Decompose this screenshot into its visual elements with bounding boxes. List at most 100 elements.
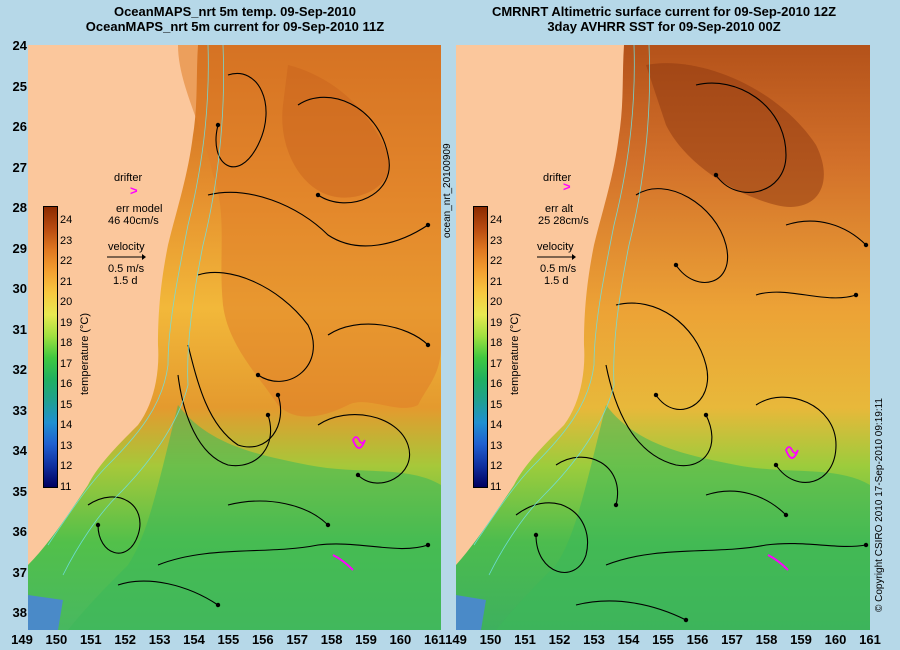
right-lon-tick-label: 158 (755, 632, 778, 647)
right-colorbar (473, 206, 488, 488)
left-drifter-label: drifter (114, 172, 143, 184)
left-map-svg (28, 45, 441, 630)
left-lon-tick-label: 156 (251, 632, 274, 647)
right-lon-tick-label: 161 (859, 632, 881, 647)
colorbar-tick-label: 23 (60, 234, 73, 247)
left-panel-title: OceanMAPS_nrt 5m temp. 09-Sep-2010 Ocean… (30, 4, 440, 34)
lat-tick-label: 24 (12, 38, 27, 53)
right-lon-tick-label: 152 (548, 632, 571, 647)
colorbar-tick-label: 19 (60, 316, 73, 329)
colorbar-tick-label: 21 (490, 275, 503, 288)
right-map-svg (456, 45, 870, 630)
colorbar-tick-label: 13 (60, 439, 73, 452)
left-map-panel (28, 45, 441, 630)
left-lon-tick-label: 149 (11, 632, 33, 647)
lat-tick-label: 26 (12, 119, 27, 134)
lat-tick-label: 31 (12, 321, 27, 337)
right-map-panel (456, 45, 870, 630)
colorbar-tick-label: 13 (490, 439, 503, 452)
lat-tick-label: 29 (12, 240, 27, 256)
colorbar-tick-label: 23 (490, 234, 503, 247)
right-velocity-arrow-icon (537, 254, 576, 260)
left-title-line2: OceanMAPS_nrt 5m current for 09-Sep-2010… (85, 19, 385, 34)
right-velocity-label: velocity (537, 241, 574, 253)
colorbar-tick-label: 15 (60, 398, 73, 411)
right-drifter-symbol: > (563, 179, 571, 194)
colorbar-tick-label: 17 (60, 357, 73, 370)
right-err-label: err alt (545, 203, 574, 215)
left-lon-tick-label: 150 (45, 632, 68, 647)
right-lon-tick-label: 150 (479, 632, 502, 647)
right-velocity-time: 1.5 d (544, 275, 569, 287)
left-lon-tick-label: 151 (79, 632, 102, 647)
left-title-line1: OceanMAPS_nrt 5m temp. 09-Sep-2010 (113, 4, 357, 19)
colorbar-tick-label: 11 (60, 480, 72, 493)
left-velocity-label: velocity (108, 241, 145, 253)
lat-tick-label: 27 (12, 159, 27, 175)
left-velocity-arrow-icon (107, 254, 146, 260)
land-mass (28, 45, 198, 565)
right-lon-tick-label: 160 (824, 632, 847, 647)
warm-eddy-north (646, 63, 824, 207)
colorbar-tick-label: 22 (60, 255, 73, 267)
left-err-value: 46 40cm/s (108, 215, 159, 227)
right-title-line2: 3day AVHRR SST for 09-Sep-2010 00Z (547, 19, 781, 34)
drifter-track-1 (352, 436, 366, 449)
land-mass (456, 45, 624, 565)
right-lon-tick-label: 149 (445, 632, 467, 647)
colorbar-tick-label: 20 (490, 296, 503, 308)
left-lon-tick-label: 160 (389, 632, 412, 647)
lat-tick-label: 33 (12, 402, 27, 418)
current-streamlines (515, 82, 869, 623)
lat-tick-label: 34 (12, 443, 27, 458)
colorbar-tick-label: 16 (60, 378, 73, 390)
left-lon-tick-label: 152 (114, 632, 137, 647)
left-lon-tick-label: 155 (217, 632, 240, 647)
right-title-line1: CMRNRT Altimetric surface current for 09… (491, 4, 837, 19)
left-velocity-time: 1.5 d (113, 275, 138, 287)
right-drifter-label: drifter (543, 172, 572, 184)
colorbar-tick-label: 12 (490, 460, 503, 472)
lat-tick-label: 38 (12, 605, 27, 620)
right-lon-tick-label: 155 (652, 632, 674, 647)
colorbar-tick-label: 24 (60, 214, 73, 226)
right-lon-tick-label: 153 (583, 632, 605, 647)
left-lon-tick-label: 161 (423, 632, 446, 647)
left-colorbar (43, 206, 58, 488)
right-colorbar-label: temperature (°C) (509, 312, 521, 395)
left-drifter-symbol: > (130, 183, 138, 198)
right-lon-tick-label: 151 (514, 632, 536, 647)
current-streamlines (87, 72, 431, 608)
colorbar-tick-label: 17 (490, 357, 503, 370)
colorbar-tick-label: 18 (60, 337, 73, 349)
warm-core-region (178, 45, 441, 417)
colorbar-tick-label: 24 (490, 214, 503, 226)
colorbar-tick-label: 14 (60, 419, 73, 431)
right-lon-tick-label: 154 (617, 632, 640, 647)
bathymetry-contours (473, 45, 651, 576)
drifter-track-1 (785, 446, 799, 459)
run-id-label: ocean_nrt_20100909 (442, 143, 453, 238)
warm-eddy-north (282, 65, 390, 198)
cool-water-south (496, 405, 870, 630)
right-panel-title: CMRNRT Altimetric surface current for 09… (458, 4, 870, 34)
lat-tick-label: 32 (12, 362, 27, 377)
colorbar-tick-label: 20 (60, 296, 73, 308)
drifter-track-2 (332, 554, 354, 571)
right-lon-tick-label: 156 (686, 632, 709, 647)
left-velocity-scale: 0.5 m/s (108, 263, 145, 275)
left-lon-tick-label: 153 (148, 632, 171, 647)
deep-water (456, 595, 486, 630)
deep-water (28, 595, 63, 630)
colorbar-tick-label: 14 (490, 419, 503, 431)
colorbar-tick-label: 22 (490, 255, 503, 267)
right-lon-tick-label: 159 (790, 632, 812, 647)
colorbar-tick-label: 11 (490, 480, 502, 493)
left-lon-tick-label: 159 (355, 632, 377, 647)
left-lon-tick-label: 157 (286, 632, 309, 647)
lat-tick-label: 30 (12, 281, 27, 296)
lat-tick-label: 37 (12, 564, 27, 580)
left-colorbar-label: temperature (°C) (79, 312, 91, 395)
lat-tick-label: 36 (12, 524, 27, 539)
colorbar-tick-label: 18 (490, 337, 503, 349)
